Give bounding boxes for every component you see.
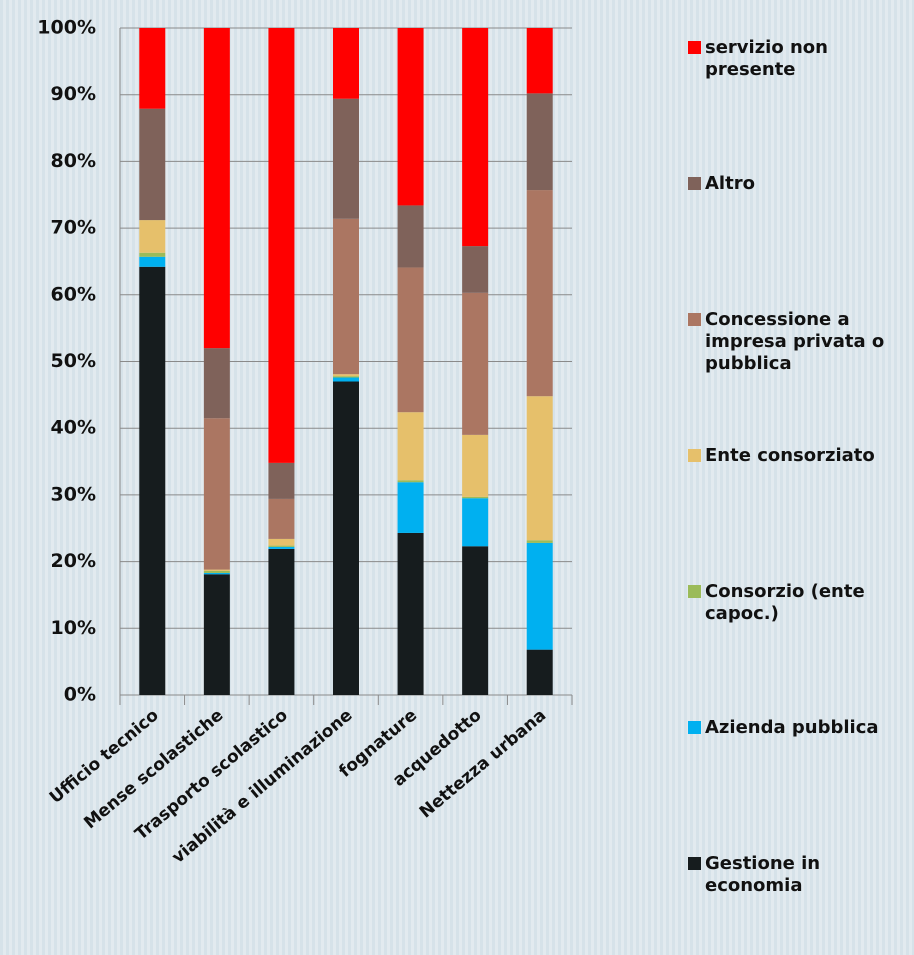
- legend: servizio non presente Altro Concessione a …: [688, 0, 914, 955]
- bar-segment: [462, 28, 489, 247]
- bar-segment: [203, 569, 230, 571]
- bar-segment: [203, 418, 230, 570]
- legend-swatch: [688, 177, 701, 190]
- bar-segment: [333, 98, 359, 219]
- legend-swatch: [688, 857, 701, 870]
- legend-swatch: [688, 41, 701, 54]
- bar-segment: [397, 532, 424, 695]
- bar-segment: [462, 496, 489, 499]
- bar-segment: [333, 377, 359, 382]
- bar-segment: [462, 292, 489, 435]
- legend-item: Ente consorziato: [688, 445, 914, 467]
- bar-segment: [397, 28, 424, 206]
- legend-label: Gestione in economia: [705, 853, 821, 896]
- bar-segment: [268, 538, 295, 546]
- legend-swatch: [688, 313, 701, 326]
- legend-item: Concessione a impresa privata o pubblica: [688, 309, 914, 375]
- bar-segment: [526, 93, 553, 191]
- bar-segment: [203, 28, 230, 349]
- bar-segment: [462, 498, 489, 547]
- y-tick-label: 40%: [51, 417, 96, 439]
- bar-segment: [333, 374, 359, 377]
- y-tick-label: 80%: [51, 150, 96, 172]
- y-tick-label: 50%: [51, 350, 96, 372]
- bar-segment: [268, 462, 295, 499]
- bar-segment: [268, 498, 295, 539]
- bar-segment: [139, 28, 166, 109]
- y-tick-label: 10%: [51, 617, 96, 639]
- legend-item: Consorzio (ente capoc.): [688, 581, 914, 625]
- legend-label: Concessione a impresa privata o pubblica: [705, 309, 885, 374]
- legend-swatch: [688, 585, 701, 598]
- bar-segment: [397, 482, 424, 533]
- bar-segment: [397, 205, 424, 268]
- bar-segment: [203, 348, 230, 419]
- bar-segment: [333, 381, 359, 695]
- legend-swatch: [688, 721, 701, 734]
- bar-segment: [526, 28, 553, 94]
- legend-item: Azienda pubblica: [688, 717, 914, 739]
- bar-segment: [526, 649, 553, 695]
- bar-segment: [333, 376, 359, 378]
- bar-segment: [268, 548, 295, 695]
- bar-segment: [526, 542, 553, 650]
- legend-item: Altro: [688, 173, 914, 195]
- bar-segment: [268, 545, 295, 547]
- legend-swatch: [688, 449, 701, 462]
- legend-item: servizio non presente: [688, 37, 914, 81]
- bar-segment: [333, 28, 359, 99]
- bar-segment: [139, 266, 166, 695]
- legend-label: Altro: [705, 173, 755, 194]
- bar-segment: [139, 252, 166, 257]
- x-tick-label: Nettezza urbana: [416, 705, 550, 822]
- legend-label: Azienda pubblica: [705, 717, 879, 738]
- y-tick-label: 60%: [51, 283, 96, 305]
- bar-segment: [268, 28, 295, 463]
- y-tick-label: 30%: [51, 483, 96, 505]
- y-tick-label: 100%: [37, 17, 96, 39]
- legend-item: Gestione in economia: [688, 853, 914, 897]
- bar-segment: [139, 220, 166, 253]
- bar-segment: [526, 396, 553, 541]
- bar-segment: [397, 412, 424, 481]
- bar-segment: [462, 246, 489, 293]
- bar-segment: [139, 108, 166, 221]
- legend-label: Ente consorziato: [705, 445, 875, 466]
- y-tick-label: 70%: [51, 217, 96, 239]
- y-tick-label: 90%: [51, 83, 96, 105]
- bar-segment: [203, 572, 230, 575]
- bar-segment: [139, 256, 166, 267]
- bar-segment: [268, 546, 295, 549]
- bar-segment: [462, 546, 489, 695]
- bar-segment: [397, 480, 424, 483]
- bar-segment: [397, 267, 424, 413]
- y-tick-label: 20%: [51, 550, 96, 572]
- bar-segment: [526, 540, 553, 543]
- bar-segment: [203, 570, 230, 573]
- x-tick-label: Ufficio tecnico: [46, 705, 163, 808]
- legend-label: servizio non presente: [705, 37, 828, 80]
- bar-segment: [462, 434, 489, 497]
- legend-label: Consorzio (ente capoc.): [705, 581, 865, 624]
- bar-segment: [526, 190, 553, 397]
- bar-segment: [203, 574, 230, 695]
- y-tick-label: 0%: [64, 684, 96, 706]
- bar-segment: [333, 218, 359, 375]
